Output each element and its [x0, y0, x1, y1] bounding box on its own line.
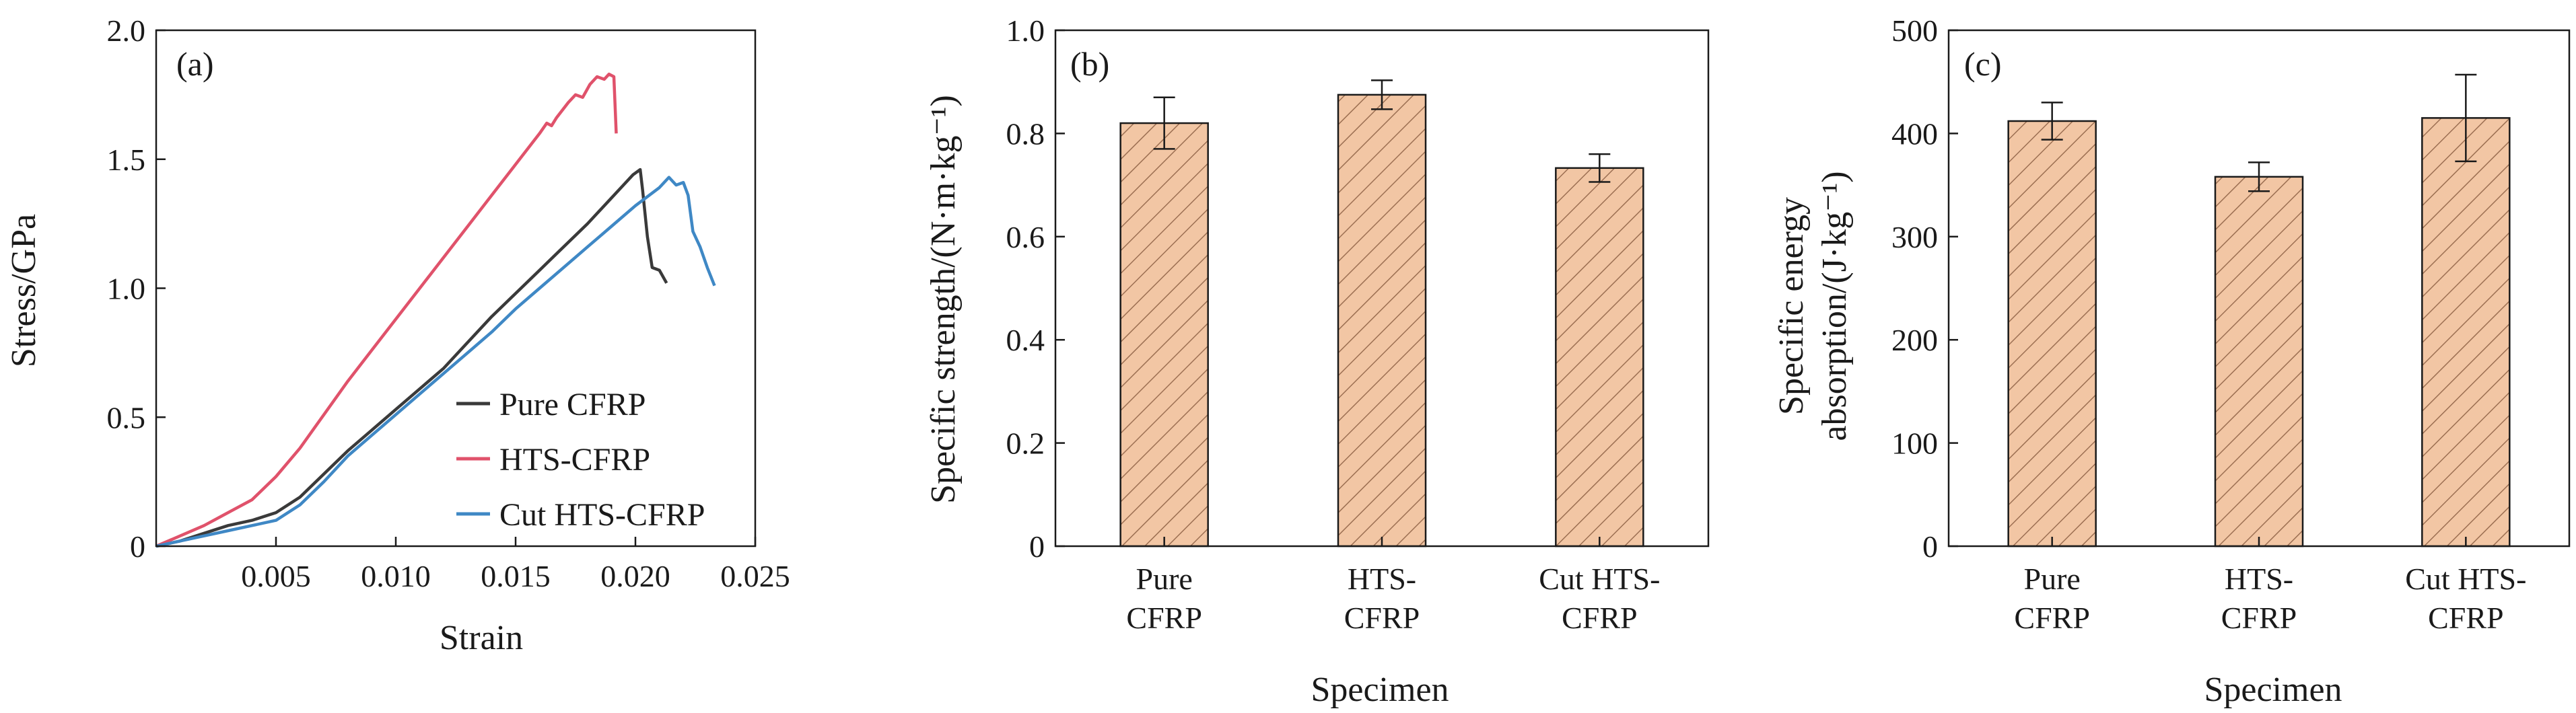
b-bar-1	[1337, 93, 1427, 548]
c-y-axis-label-line-1: Specific energy	[1772, 197, 1811, 415]
c-y-tick-label: 300	[1891, 220, 1938, 254]
b-x-tick-label: Cut HTS-	[1539, 562, 1660, 596]
b-x-tick-label: HTS-	[1348, 562, 1416, 596]
b-x-tick-label: CFRP	[1344, 601, 1420, 635]
b-y-tick-label: 0.2	[1006, 426, 1045, 461]
c-x-tick-label: CFRP	[2221, 601, 2297, 635]
b-y-tick-label: 0.8	[1006, 116, 1045, 151]
b-y-tick-label: 1.0	[1006, 13, 1045, 48]
c-y-tick-label: 200	[1891, 323, 1938, 357]
a-legend-label-0: Pure CFRP	[499, 387, 646, 422]
a-x-tick-label: 0.015	[481, 559, 551, 593]
c-bar-1	[2214, 176, 2304, 548]
panel-b-bar-chart: Pure CFRP HTS- CFRP Cut HTS- CFRP 0 0.2 0.4 0.6 0.…	[924, 13, 1710, 709]
b-y-tick-label: 0	[1029, 529, 1045, 564]
panel-c-tag: (c)	[1964, 45, 2002, 83]
a-x-tick-label: 0.005	[241, 559, 311, 593]
a-y-tick-label: 0.5	[107, 400, 146, 435]
a-y-tick-label: 1.5	[107, 143, 146, 177]
b-x-tick-label: Pure	[1136, 562, 1193, 596]
c-y-tick-label: 0	[1922, 529, 1938, 564]
c-y-tick-label: 100	[1891, 426, 1938, 461]
a-series-layer	[155, 72, 716, 548]
a-y-tick-label: 0	[130, 529, 145, 564]
c-bars-layer	[2007, 73, 2511, 548]
b-x-axis-label: Specimen	[1311, 671, 1449, 709]
c-x-tick-label: Pure	[2024, 562, 2081, 596]
a-x-tick-label: 0.025	[720, 559, 790, 593]
a-legend-label-1: HTS-CFRP	[499, 442, 650, 478]
b-bar-2	[1555, 167, 1644, 548]
c-y-tick-label: 400	[1891, 116, 1938, 151]
a-series-line-1	[155, 72, 618, 548]
panel-a-tag: (a)	[176, 45, 214, 83]
c-y-tick-label: 500	[1891, 13, 1938, 48]
c-x-axis-label: Specimen	[2204, 671, 2342, 709]
a-series-line-0	[155, 167, 668, 548]
panel-b-tag: (b)	[1070, 45, 1109, 83]
a-series-line-2	[155, 176, 716, 548]
panel-c-bar-chart: Pure CFRP HTS- CFRP Cut HTS- CFRP 0 100 200 300 40…	[1772, 13, 2571, 709]
a-y-axis-label: Stress/GPa	[5, 214, 43, 367]
c-y-axis-label-line-2: absorption/(J·kg⁻¹)	[1815, 171, 1854, 441]
b-axis-ticks: Pure CFRP HTS- CFRP Cut HTS- CFRP 0 0.2 0.4 0.6 0.…	[1006, 13, 1661, 635]
c-x-tick-label: Cut HTS-	[2405, 562, 2526, 596]
a-legend-label-2: Cut HTS-CFRP	[499, 497, 705, 533]
c-bar-2	[2421, 117, 2511, 548]
panel-a-line-chart: 0.005 0.010 0.015 0.020 0.025 0 0.5 1.0 1.5 2.0 (…	[5, 13, 790, 657]
c-x-tick-label: CFRP	[2428, 601, 2504, 635]
c-bar-0	[2007, 120, 2097, 548]
a-x-tick-label: 0.020	[600, 559, 670, 593]
b-y-tick-label: 0.6	[1006, 220, 1045, 254]
b-y-axis-label: Specific strength/(N·m·kg⁻¹)	[924, 95, 963, 504]
a-x-axis-label: Strain	[440, 619, 523, 657]
b-bar-0	[1119, 122, 1209, 548]
c-x-tick-label: HTS-	[2225, 562, 2293, 596]
b-x-tick-label: CFRP	[1562, 601, 1638, 635]
a-x-tick-label: 0.010	[361, 559, 431, 593]
a-legend: Pure CFRP HTS-CFRP Cut HTS-CFRP	[456, 387, 705, 533]
c-x-tick-label: CFRP	[2014, 601, 2090, 635]
b-bars-layer	[1119, 79, 1644, 548]
b-y-tick-label: 0.4	[1006, 323, 1045, 357]
a-axis-ticks: 0.005 0.010 0.015 0.020 0.025 0 0.5 1.0 1.5 2.0	[107, 13, 790, 593]
a-plot-frame	[155, 29, 757, 548]
c-axis-ticks: Pure CFRP HTS- CFRP Cut HTS- CFRP 0 100 200 300 40…	[1891, 13, 2526, 635]
b-x-tick-label: CFRP	[1126, 601, 1202, 635]
a-y-tick-label: 2.0	[107, 13, 146, 48]
a-y-tick-label: 1.0	[107, 272, 146, 306]
